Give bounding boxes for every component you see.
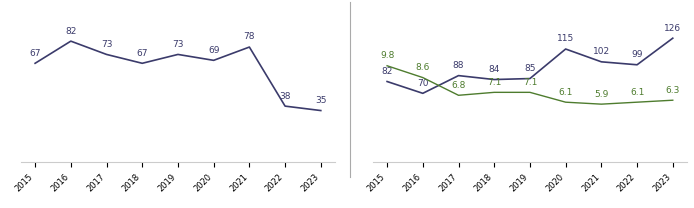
Text: 78: 78 [244,32,255,41]
Text: 6.3: 6.3 [666,86,680,95]
Text: 6.1: 6.1 [559,88,573,97]
Text: 115: 115 [557,35,574,43]
Text: 73: 73 [172,40,184,49]
Text: 73: 73 [101,40,112,49]
Legend: Anträge: Anträge [144,207,212,208]
Text: 82: 82 [382,67,393,76]
Text: 7.1: 7.1 [487,78,501,87]
Text: 67: 67 [137,49,148,58]
Text: 69: 69 [208,46,219,55]
Text: 99: 99 [632,50,643,59]
Text: 38: 38 [280,92,291,100]
Text: 9.8: 9.8 [380,51,394,60]
Text: 126: 126 [664,24,682,33]
Text: 6.1: 6.1 [630,88,644,97]
Text: 7.1: 7.1 [523,78,537,87]
Text: 70: 70 [417,79,428,88]
Text: 102: 102 [593,47,610,56]
Text: 82: 82 [65,27,76,36]
Text: 67: 67 [29,49,41,58]
Text: 84: 84 [489,65,500,74]
Text: 85: 85 [524,64,536,73]
Legend: Anträge, Bewilligungsquote in %: Anträge, Bewilligungsquote in % [421,207,639,208]
Text: 8.6: 8.6 [416,63,430,72]
Text: 5.9: 5.9 [594,90,609,99]
Text: 88: 88 [452,61,464,70]
Text: 6.8: 6.8 [451,81,466,90]
Text: 35: 35 [315,96,327,105]
